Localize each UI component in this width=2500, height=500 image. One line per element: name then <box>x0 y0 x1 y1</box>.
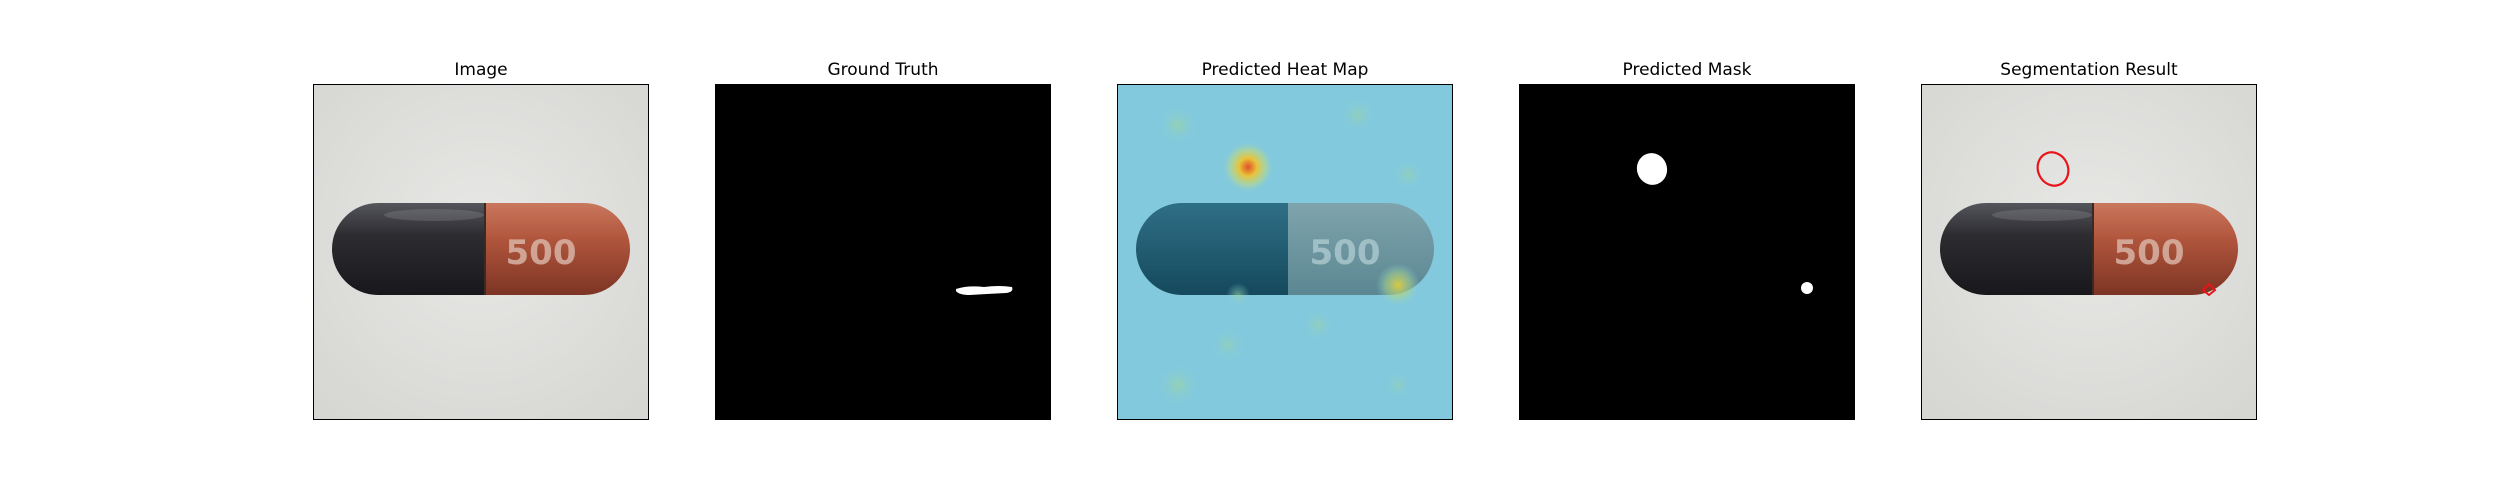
predicted-region-1 <box>1636 153 1668 185</box>
svg-text:500: 500 <box>2114 233 2185 273</box>
contour-2 <box>2201 282 2217 297</box>
panel-title: Segmentation Result <box>2000 60 2178 80</box>
capsule-imprint: 500 <box>506 233 577 273</box>
panel-title: Ground Truth <box>827 60 939 80</box>
panel-title: Image <box>454 60 508 80</box>
capsule-orange-half <box>484 203 630 295</box>
hot-spot-primary <box>1222 141 1274 193</box>
capsule-photo: 500 <box>313 84 649 420</box>
segmentation-overlay: 500 <box>1921 84 2257 420</box>
predicted-mask <box>1519 84 1855 420</box>
contour-1 <box>2036 151 2070 187</box>
heat-map: 500 <box>1117 84 1453 420</box>
predicted-region-2 <box>1801 282 1813 294</box>
svg-text:500: 500 <box>1310 233 1381 273</box>
hot-spot-secondary <box>1376 263 1420 307</box>
panel-title: Predicted Heat Map <box>1201 60 1369 80</box>
capsule-dark-half <box>332 203 484 295</box>
defect-region <box>956 286 1013 295</box>
ground-truth-mask <box>715 84 1051 420</box>
panel-title: Predicted Mask <box>1622 60 1752 80</box>
